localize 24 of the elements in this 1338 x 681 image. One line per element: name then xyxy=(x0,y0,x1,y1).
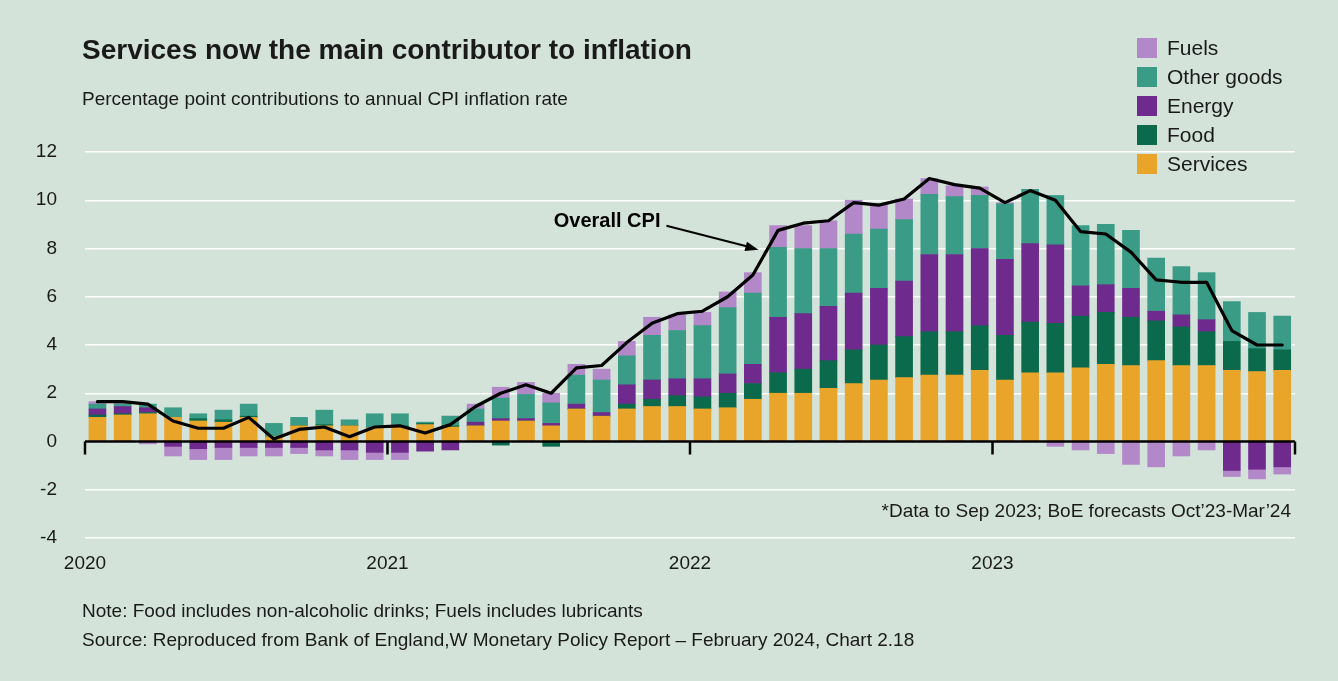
y-tick-label: 0 xyxy=(46,429,57,451)
y-tick-label: 8 xyxy=(46,236,57,258)
legend-label: Energy xyxy=(1167,94,1234,118)
y-tick-label: 4 xyxy=(46,333,58,355)
legend-label: Food xyxy=(1167,123,1215,147)
y-tick-label: 2 xyxy=(46,381,57,403)
source-note: Source: Reproduced from Bank of England,W Monetary Policy Report – February 2024, Chart 2.18 xyxy=(82,628,915,652)
chart-title: Services now the main contributor to inflation xyxy=(82,34,692,66)
y-tick-label: 10 xyxy=(35,188,57,210)
x-tick-label: 2022 xyxy=(668,551,712,573)
y-tick-label: 12 xyxy=(35,140,57,162)
annotation: *Data to Sep 2023; BoE forecasts Oct’23-Mar’24 xyxy=(881,499,1292,521)
legend-label: Fuels xyxy=(1167,36,1219,60)
text: Overall CPI xyxy=(553,209,661,232)
y-tick-label: -4 xyxy=(40,526,58,548)
x-tick-label: 2023 xyxy=(971,551,1014,573)
y-tick-label: 6 xyxy=(46,284,57,306)
chart-subtitle: Percentage point contributions to annual CPI inflation rate xyxy=(82,88,568,110)
x-tick-label: 2020 xyxy=(63,551,107,573)
legend-label: Other goods xyxy=(1167,65,1283,89)
text: Note: Food includes non-alcoholic drinks; Fuels includes lubricants xyxy=(82,599,644,623)
legend-label: Services xyxy=(1167,152,1248,176)
y-tick-label: -2 xyxy=(40,477,57,499)
x-tick-label: 2021 xyxy=(366,551,409,573)
